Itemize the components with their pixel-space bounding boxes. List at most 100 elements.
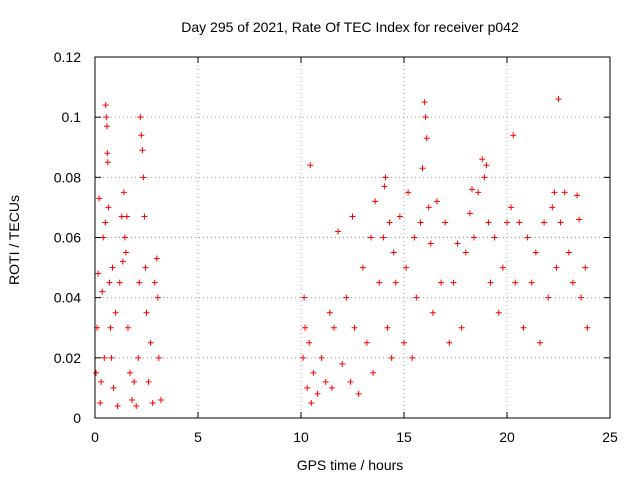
data-point — [386, 219, 393, 226]
data-point — [553, 264, 560, 271]
data-point — [300, 354, 307, 361]
data-point — [454, 240, 461, 247]
data-point — [131, 378, 138, 385]
data-point — [409, 354, 416, 361]
data-point — [466, 210, 473, 217]
x-tick-labels: 0 5 10 15 20 25 — [91, 429, 618, 445]
data-point — [425, 204, 432, 211]
x-tick-label: 15 — [396, 429, 412, 445]
data-point — [114, 402, 121, 409]
data-point — [339, 360, 346, 367]
data-point — [491, 234, 498, 241]
data-point — [103, 114, 110, 121]
data-point — [396, 213, 403, 220]
data-point — [388, 354, 395, 361]
data-point — [96, 195, 103, 202]
data-point — [468, 186, 475, 193]
data-point — [124, 324, 131, 331]
data-point — [328, 384, 335, 391]
data-point — [413, 294, 420, 301]
y-tick-label: 0.1 — [62, 109, 82, 125]
data-point — [349, 213, 356, 220]
data-point — [147, 339, 154, 346]
data-point — [578, 294, 585, 301]
data-point — [343, 294, 350, 301]
data-point — [301, 294, 308, 301]
data-point — [557, 219, 564, 226]
data-point — [405, 189, 412, 196]
data-point — [438, 279, 445, 286]
y-tick-label: 0.12 — [54, 49, 81, 65]
data-point — [510, 132, 517, 139]
data-point — [471, 234, 478, 241]
data-point — [555, 96, 562, 103]
data-point — [138, 132, 145, 139]
data-point — [304, 384, 311, 391]
data-point — [462, 249, 469, 256]
data-point — [401, 339, 407, 346]
data-point — [381, 183, 388, 190]
data-point — [541, 219, 548, 226]
data-point — [140, 174, 147, 181]
data-point — [355, 390, 362, 397]
data-point — [423, 135, 430, 142]
data-point — [153, 255, 160, 262]
data-point — [359, 264, 366, 271]
data-point — [419, 165, 426, 172]
data-point — [481, 174, 488, 181]
data-point — [433, 198, 440, 205]
grid-lines — [95, 57, 610, 418]
data-point — [372, 198, 379, 205]
data-point — [107, 324, 114, 331]
data-point — [142, 264, 149, 271]
data-point — [429, 309, 436, 316]
data-point — [458, 324, 465, 331]
axis-ticks — [94, 56, 611, 419]
data-point — [307, 162, 314, 169]
data-point — [98, 378, 105, 385]
data-point — [149, 399, 156, 406]
data-point — [97, 399, 104, 406]
data-point — [95, 270, 102, 277]
data-point — [129, 396, 136, 403]
data-point — [116, 279, 123, 286]
y-tick-label: 0 — [73, 410, 81, 426]
data-point — [102, 102, 109, 109]
data-point — [122, 249, 129, 256]
data-point — [133, 402, 140, 409]
data-point — [102, 219, 109, 226]
data-point — [504, 219, 510, 226]
data-point — [302, 324, 309, 331]
chart-title: Day 295 of 2021, Rate Of TEC Index for r… — [181, 19, 519, 35]
y-tick-label: 0.02 — [54, 350, 81, 366]
data-point — [141, 213, 148, 220]
data-point — [485, 219, 492, 226]
data-point — [417, 219, 424, 226]
x-tick-label: 5 — [194, 429, 202, 445]
data-point — [411, 234, 418, 241]
data-point — [123, 213, 130, 220]
data-point — [112, 309, 119, 316]
data-point — [403, 264, 410, 271]
data-point — [104, 150, 111, 157]
data-point — [318, 354, 325, 361]
data-point — [157, 396, 164, 403]
x-tick-label: 0 — [91, 429, 99, 445]
data-point — [109, 264, 116, 271]
data-point — [110, 384, 117, 391]
data-point — [536, 339, 543, 346]
data-point — [143, 309, 150, 316]
data-point — [508, 204, 515, 211]
data-point — [390, 249, 397, 256]
data-point — [584, 324, 591, 331]
data-point — [450, 279, 457, 286]
x-tick-label: 10 — [293, 429, 309, 445]
data-point — [549, 204, 556, 211]
data-point — [93, 369, 100, 376]
data-point — [154, 294, 161, 301]
data-point — [392, 279, 399, 286]
data-point — [119, 258, 126, 265]
data-point — [145, 378, 152, 385]
data-point — [565, 249, 572, 256]
data-point — [104, 159, 111, 166]
